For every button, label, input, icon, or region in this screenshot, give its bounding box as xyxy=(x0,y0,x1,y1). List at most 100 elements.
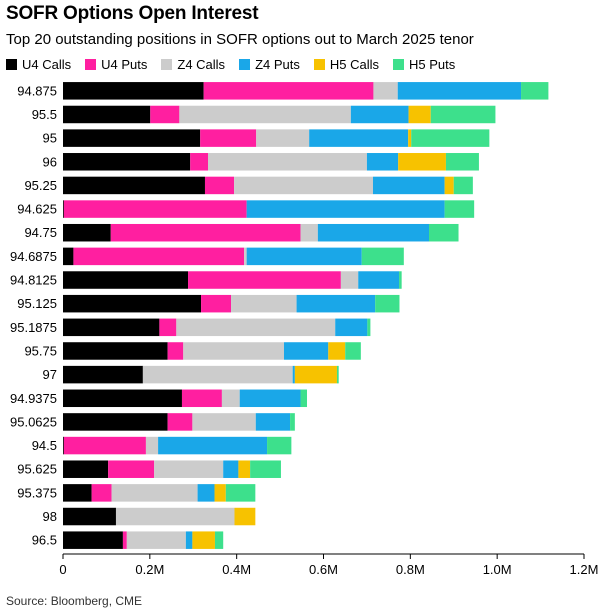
category-label: 95.0625 xyxy=(10,414,57,429)
bar-segment xyxy=(255,413,291,431)
bar-segment xyxy=(63,200,247,218)
category-label: 96 xyxy=(43,154,57,169)
bar-segment xyxy=(225,484,256,502)
bar-segment xyxy=(63,105,151,124)
bar-segment xyxy=(63,436,146,455)
x-tick-label: 1.0M xyxy=(483,562,512,577)
bar-segment xyxy=(204,176,235,195)
legend-label: Z4 Puts xyxy=(255,57,300,72)
bar-segment xyxy=(159,318,177,337)
category-label: 94.625 xyxy=(17,202,57,217)
bar-segment xyxy=(179,105,351,124)
x-tick-label: 0.6M xyxy=(309,562,338,577)
legend: U4 Calls U4 Puts Z4 Calls Z4 Puts H5 Calls H5… xyxy=(6,57,469,72)
bar-segment xyxy=(63,247,74,266)
bar-segment xyxy=(336,365,339,384)
bar-segment xyxy=(181,389,222,408)
bar-segment xyxy=(373,82,398,100)
bar-segment xyxy=(197,484,215,502)
category-label: 95.375 xyxy=(17,485,57,500)
bar-segment xyxy=(317,223,430,242)
bar-segment xyxy=(238,460,251,478)
bar-segment xyxy=(192,531,215,549)
bar-segment xyxy=(91,484,112,502)
legend-label: Z4 Calls xyxy=(177,57,226,72)
bar-segment xyxy=(408,129,412,147)
bar-segment xyxy=(221,389,240,408)
category-label: 95 xyxy=(43,131,57,146)
bar-segment xyxy=(361,247,404,266)
bar-segment xyxy=(63,389,182,408)
bar-segment xyxy=(192,413,256,431)
bar-segment xyxy=(63,82,204,100)
bar-segment xyxy=(234,176,373,195)
bar-segment xyxy=(63,413,168,431)
bar-segment xyxy=(246,247,362,266)
bar-segment xyxy=(328,342,346,360)
bar-segment xyxy=(309,129,409,147)
bar-segment xyxy=(350,105,409,124)
bar-segment xyxy=(167,413,193,431)
bar-segment xyxy=(200,129,257,147)
legend-label: H5 Puts xyxy=(408,57,456,72)
category-label: 95.5 xyxy=(32,107,57,122)
category-label: 94.6875 xyxy=(10,249,57,264)
bar-segment xyxy=(63,271,189,289)
bar-segment xyxy=(203,82,374,100)
bar-segment xyxy=(234,507,256,526)
bar-segment xyxy=(63,129,201,147)
category-label: 95.1875 xyxy=(10,320,57,335)
bar-segment xyxy=(214,484,226,502)
bar-segment xyxy=(300,223,318,242)
legend-label: U4 Calls xyxy=(22,57,72,72)
bar-segment xyxy=(398,153,446,171)
legend-swatch xyxy=(6,59,17,70)
category-label: 95.625 xyxy=(17,462,57,477)
category-label: 98 xyxy=(43,509,57,524)
category-label: 94.9375 xyxy=(10,391,57,406)
bar-segment xyxy=(63,223,111,242)
bar-segment xyxy=(63,484,92,502)
bar-segment xyxy=(430,105,496,124)
legend-item: U4 Calls xyxy=(6,57,71,72)
bar-segment xyxy=(246,200,445,218)
legend-label: H5 Calls xyxy=(329,57,379,72)
bar-segment xyxy=(63,176,205,195)
bar-segment xyxy=(358,271,400,289)
bar-segment xyxy=(150,105,180,124)
category-label: 96.5 xyxy=(32,533,57,548)
category-label: 95.25 xyxy=(24,178,57,193)
bar-segment xyxy=(345,342,361,360)
legend-swatch xyxy=(313,59,325,70)
x-tick-label: 0.2M xyxy=(135,562,164,577)
bar-segment xyxy=(142,365,293,384)
bar-segment xyxy=(340,271,359,289)
bar-segment xyxy=(256,129,310,147)
bar-segment xyxy=(63,365,143,384)
bar-segment xyxy=(366,153,399,171)
bar-segment xyxy=(63,153,191,171)
bar-segment xyxy=(108,460,155,478)
source-note: Source: Bloomberg, CME xyxy=(6,594,143,608)
bar-segment xyxy=(190,153,209,171)
chart-title: SOFR Options Open Interest xyxy=(6,3,259,24)
bar-segment xyxy=(63,200,64,218)
bar-segment xyxy=(521,82,549,100)
bar-segment xyxy=(63,507,116,526)
bar-segment xyxy=(375,294,400,313)
bar-segment xyxy=(126,531,186,549)
bar-segment xyxy=(296,294,376,313)
x-tick-label: 0.4M xyxy=(222,562,251,577)
bar-segment xyxy=(300,389,308,408)
bar-segment xyxy=(250,460,281,478)
bar-segment xyxy=(201,294,232,313)
bar-segment xyxy=(444,176,454,195)
legend-swatch xyxy=(239,59,251,70)
bar-segment xyxy=(115,507,235,526)
bar-segment xyxy=(63,460,109,478)
bar-segment xyxy=(73,247,245,266)
category-label: 94.5 xyxy=(32,438,57,453)
legend-item: Z4 Puts xyxy=(239,57,300,72)
category-label: 97 xyxy=(43,367,57,382)
bar-segment xyxy=(111,484,198,502)
